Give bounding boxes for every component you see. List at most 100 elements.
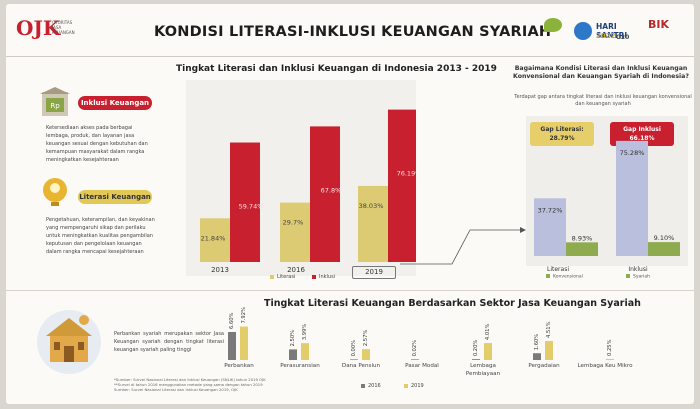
sector-label-pasar-modal: Pasar Modal [405,363,439,369]
data-label-literasi-2013: 21.84% [201,234,226,242]
data-label-2019-perbankan: 7.92% [241,307,247,324]
data-label-konvensional-literasi: 37.72% [538,206,563,214]
data-label-literasi-2016: 29.7% [283,219,304,227]
bar-inklusi-2019 [388,109,416,263]
sector-label-lembaga-pembiayaan: Lembaga Pembiayaan [465,363,501,377]
bar-2016-lembaga-pembiayaan [472,359,480,360]
legend-konvensional-swatch [546,274,550,278]
gap-literasi-value: 28.79% [549,135,575,142]
bar-2019-perasuransian [301,343,309,360]
footnote-2: **Survei di tahun 2016 menggunakan metod… [114,382,263,387]
sector-chart-title: Tingkat Literasi Keuangan Berdasarkan Se… [264,298,641,309]
page-title: KONDISI LITERASI-INKLUSI KEUANGAN SYARIA… [154,24,552,40]
legend-2016: 2016 [361,383,381,389]
sector-label-dana-pensiun: Dana Pensiun [341,363,381,369]
data-label-2016-perasuransian: 2.50% [290,330,296,347]
x-tick-2019: 2019 [352,266,396,279]
data-label-literasi-2019: 38.03% [359,202,384,210]
bar-syariah-inklusi [648,242,680,256]
bar-inklusi-2016 [310,126,340,263]
legend-2019-swatch [404,383,408,388]
hari-santri-year: 2022 [596,32,616,40]
bik-logo: BIK [644,18,688,52]
data-label-inklusi-2019: 76.19% [397,170,416,178]
bar-inklusi-2013 [230,142,260,262]
gap-inklusi-label: Gap Inklusi [623,126,661,133]
bar-konvensional-inklusi [616,140,648,256]
svg-text:Rp: Rp [50,102,60,110]
lightbulb-head-icon [43,178,67,206]
data-label-konvensional-inklusi: 75.28% [620,149,645,157]
ojk-logo-subtitle: OTORITAS JASA KEUANGAN [52,20,75,35]
footnote-3: Sumber: Survei Nasional Literasi dan Ink… [114,387,238,392]
data-label-inklusi-2013: 59.74% [239,203,264,211]
bar-2016-pergadaian [533,353,541,360]
main-chart-title: Tingkat Literasi dan Inklusi Keuangan di… [176,64,497,74]
data-label-2019-dana-pensiun: 2.57% [363,330,369,347]
gap-literasi-box: Gap Literasi: 28.79% [530,122,594,146]
data-label-2016-dana-pensiun: 0.00% [351,340,357,357]
g20-logo: G20 [616,34,630,41]
ojk-logo: OJK OTORITAS JASA KEUANGAN [16,16,82,42]
connector-arrow [400,227,526,265]
legend-2016-swatch [361,383,365,388]
ekonomi-syariah-logo [538,18,568,48]
bar-konvensional-literasi [534,198,566,256]
header-divider [6,56,694,57]
bar-2019-lembaga-pembiayaan [484,343,492,360]
legend-2016-label: 2016 [368,383,381,389]
bar-2019-pergadaian [545,340,553,360]
gap-inklusi-value: 66.18% [629,135,655,142]
islamic-bank-building-icon [37,310,101,374]
main-bar-chart: 21.84% 59.74% 29.7% 67.8% 38.03% 76.19% [200,109,416,263]
section-divider [6,290,694,291]
bar-2016-dana-pensiun [350,359,358,360]
sector-description: Perbankan syariah merupakan sektor Jasa … [114,331,224,353]
comparison-question-title: Bagaimana Kondisi Literasi dan Inklusi K… [513,65,689,80]
bar-syariah-literasi [566,242,598,256]
sector-label-pergadaian: Pergadaian [528,363,560,369]
bar-2016-perbankan [228,332,236,360]
bik-logo-text: BIK [648,18,670,31]
sector-bar-chart: 6.60% 7.92% 2.50% 3.99% 0.00% 2.57% 0.02% 0.20%… [228,307,614,360]
hari-santri-logo: HARI SANTRI 2022 [574,20,644,46]
bar-literasi-2013 [200,218,230,262]
leaf-icon [544,18,562,32]
gap-literasi-label: Gap Literasi: [540,126,584,133]
data-label-2019-lembaga-keu-mikro: 0.25% [607,339,613,356]
bar-2016-perasuransian [289,349,297,360]
legend-2019: 2019 [404,383,424,389]
partner-logos: HARI SANTRI 2022 G20 BIK [538,14,688,54]
legend-syariah-label: Syariah [633,274,650,280]
bar-2019-dana-pensiun [362,349,370,360]
inklusi-keuangan-badge: Inklusi Keuangan [78,96,152,110]
data-label-2016-pergadaian: 1.60% [534,334,540,351]
x-tick-2013: 2013 [211,266,229,274]
legend-literasi-label: Literasi [277,274,296,280]
data-label-2016-perbankan: 6.60% [229,312,235,329]
comparison-x-inklusi: Inklusi [628,266,648,273]
bar-literasi-2016 [280,202,310,262]
data-label-2016-pasar-modal: 0.02% [412,340,418,357]
inklusi-keuangan-description: Ketersediaan akses pada berbagai lembaga… [46,125,148,163]
sector-label-lembaga-keu-mikro: Lembaga Keu Mikro [577,363,633,369]
hari-santri-text: HARI SANTRI [596,22,628,40]
footnote-1: *Sumber: Survei Nasional Literasi dan In… [114,377,266,382]
data-label-2019-lembaga-pembiayaan: 4.01% [485,324,491,341]
sector-label-perbankan: Perbankan [224,363,254,369]
legend-inklusi-swatch [312,274,316,279]
legend-syariah: Syariah [626,274,650,280]
infographic-frame: OJK OTORITAS JASA KEUANGAN KONDISI LITER… [6,4,694,404]
legend-syariah-swatch [626,274,630,278]
legend-literasi: Literasi [270,274,295,280]
bar-2016-pasar-modal [411,359,419,360]
data-label-2019-pergadaian: 4.51% [546,321,552,338]
hari-santri-emblem-icon [574,22,592,40]
literasi-keuangan-badge: Literasi Keuangan [78,190,152,204]
comparison-bar-chart: 37.72% 8.93% 75.28% 9.10% [534,140,680,256]
data-label-syariah-inklusi: 9.10% [654,234,675,242]
legend-literasi-swatch [270,274,274,279]
x-tick-2016: 2016 [287,266,305,274]
footnotes: *Sumber: Survei Nasional Literasi dan In… [114,377,294,392]
data-label-2016-lembaga-pembiayaan: 0.20% [473,340,479,357]
